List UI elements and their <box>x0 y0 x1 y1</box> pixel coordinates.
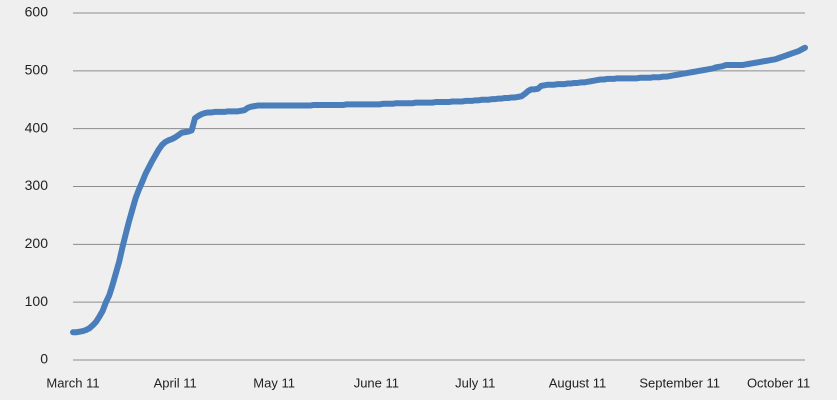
x-tick-label: May 11 <box>253 375 295 390</box>
x-tick-label: October 11 <box>747 375 810 390</box>
y-tick-label: 500 <box>25 62 49 78</box>
y-tick-label: 0 <box>40 351 48 367</box>
x-tick-label: April 11 <box>154 375 197 390</box>
y-tick-label: 100 <box>25 293 49 309</box>
data-line <box>70 44 808 336</box>
y-tick-label: 400 <box>25 119 49 135</box>
y-tick-label: 200 <box>25 235 49 251</box>
y-tick-label: 300 <box>25 177 49 193</box>
x-tick-label: September 11 <box>639 375 720 390</box>
x-tick-label: June 11 <box>354 375 399 390</box>
x-tick-label: August 11 <box>549 375 607 390</box>
x-tick-label: July 11 <box>455 375 495 390</box>
x-tick-label: March 11 <box>46 375 99 390</box>
y-tick-label: 600 <box>25 4 49 20</box>
